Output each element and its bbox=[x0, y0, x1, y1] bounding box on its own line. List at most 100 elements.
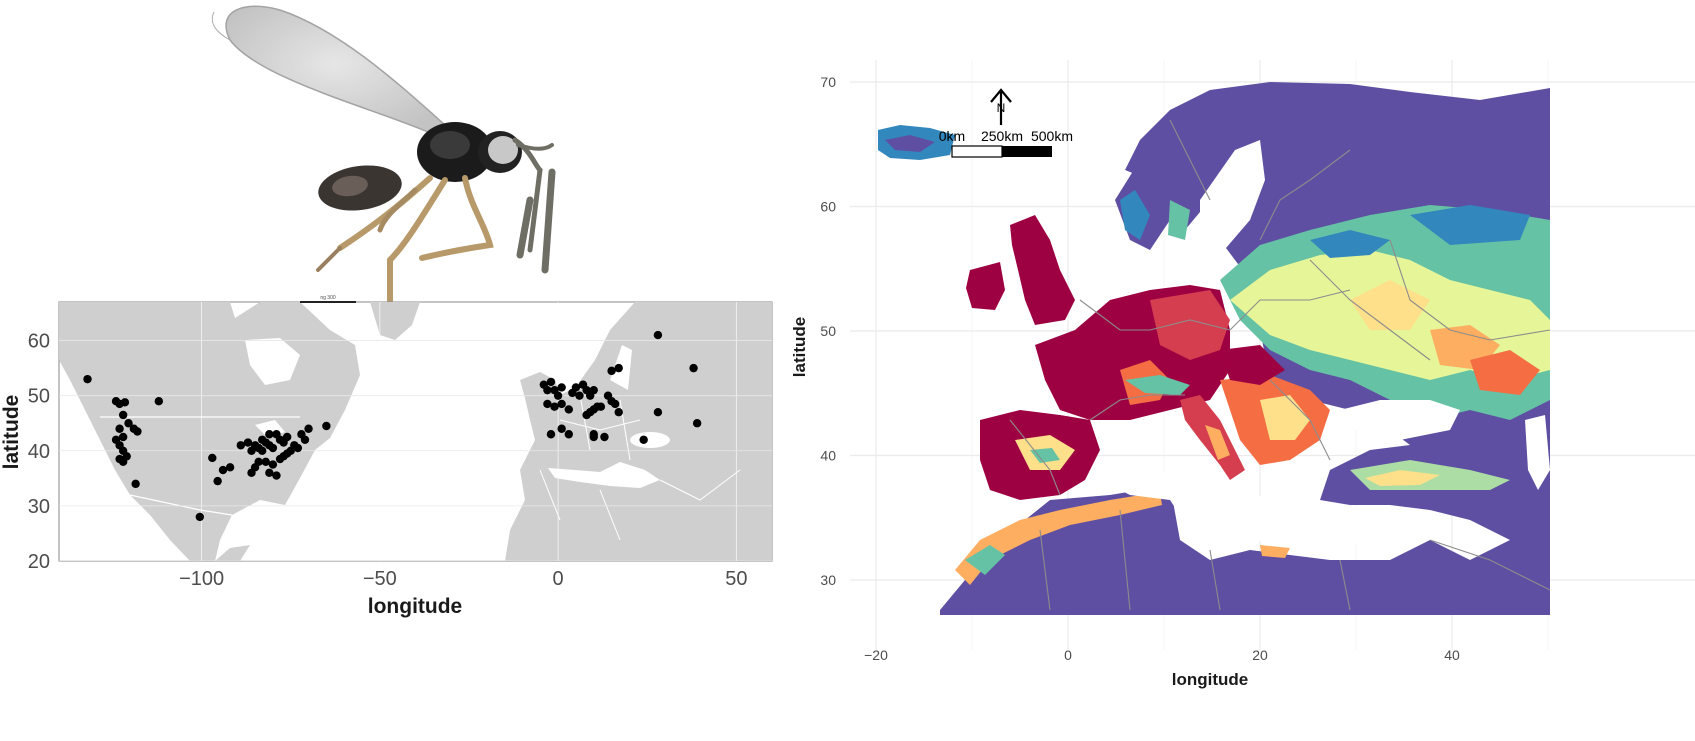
scale-label-250: 250km bbox=[981, 128, 1023, 144]
mediterranean-sea bbox=[548, 462, 660, 488]
britain-land bbox=[1010, 215, 1075, 325]
y-tick-label: 20 bbox=[28, 551, 50, 573]
wing-shape bbox=[225, 5, 447, 136]
occurrence-point bbox=[236, 441, 246, 450]
y-axis-label-right: latitude bbox=[790, 317, 809, 377]
occurrence-point bbox=[543, 399, 552, 409]
occurrence-point bbox=[589, 405, 598, 414]
x-tick-label: 50 bbox=[725, 568, 747, 590]
x-tick-label: −100 bbox=[179, 568, 224, 590]
occurrence-point bbox=[272, 471, 281, 480]
x-tick-label: 0 bbox=[553, 568, 564, 590]
occurrence-point bbox=[546, 430, 556, 439]
x-tick-label: −20 bbox=[864, 647, 888, 663]
occurrence-point bbox=[582, 410, 591, 420]
occurrence-point bbox=[557, 399, 566, 409]
y-tick-label: 50 bbox=[28, 386, 50, 408]
occurrence-point bbox=[265, 468, 274, 478]
insect-illustration bbox=[211, 5, 556, 333]
occurrence-point bbox=[154, 396, 164, 406]
baltic-sea bbox=[1200, 140, 1265, 255]
occurrence-point bbox=[133, 427, 142, 436]
y-tick-label: 70 bbox=[820, 74, 836, 90]
x-axis-label-right: longitude bbox=[1172, 670, 1248, 689]
occurrence-point bbox=[575, 391, 584, 400]
occurrence-point bbox=[564, 430, 573, 439]
occurrence-point bbox=[118, 457, 128, 467]
occurrence-point bbox=[261, 457, 270, 467]
occurrence-point bbox=[564, 405, 573, 414]
x-axis-label: longitude bbox=[368, 595, 462, 618]
occurrence-point bbox=[282, 449, 292, 458]
y-tick-label: 40 bbox=[28, 441, 50, 463]
occurrence-point bbox=[543, 385, 552, 395]
occurrence-point bbox=[653, 408, 663, 417]
x-tick-label: 20 bbox=[1252, 647, 1268, 663]
occurrence-point bbox=[83, 374, 92, 384]
occurrence-points bbox=[83, 330, 702, 522]
y-tick-label: 50 bbox=[820, 323, 836, 339]
occurrence-point bbox=[607, 366, 616, 376]
scale-label-500: 500km bbox=[1031, 128, 1073, 144]
y-tick-label: 60 bbox=[28, 331, 50, 353]
occurrence-point bbox=[610, 399, 620, 409]
occurrence-point bbox=[557, 383, 566, 392]
occurrence-point bbox=[195, 512, 205, 522]
occurrence-point bbox=[293, 443, 303, 453]
occurrence-point bbox=[120, 398, 130, 407]
x-tick-label: −50 bbox=[363, 568, 397, 590]
occurrence-point bbox=[300, 435, 310, 444]
occurrence-point bbox=[258, 446, 267, 455]
occurrence-point bbox=[304, 424, 313, 433]
ireland-land bbox=[966, 262, 1005, 310]
occurrence-point bbox=[243, 438, 253, 447]
occurrence-point bbox=[265, 430, 274, 439]
photo-scale-caption: ng 300 bbox=[320, 295, 336, 301]
black-sea bbox=[1340, 400, 1460, 440]
greenland-land bbox=[370, 302, 420, 340]
occurrence-point bbox=[600, 432, 609, 442]
occurrence-point bbox=[571, 383, 581, 392]
occurrence-point bbox=[131, 479, 140, 489]
occurrence-point bbox=[653, 330, 663, 340]
occurrence-point bbox=[115, 424, 124, 433]
mediterranean-sea bbox=[1100, 470, 1410, 545]
occurrence-point bbox=[268, 460, 278, 469]
y-tick-label: 30 bbox=[28, 496, 50, 518]
occurrence-point bbox=[225, 463, 235, 472]
occurrence-point bbox=[596, 402, 606, 411]
caspian-sea bbox=[1525, 415, 1550, 490]
scale-bar: 0km 250km 500km bbox=[939, 128, 1073, 158]
scale-label-0: 0km bbox=[939, 128, 965, 144]
y-tick-label: 60 bbox=[820, 199, 836, 215]
occurrence-point bbox=[557, 424, 566, 433]
occurrence-point bbox=[118, 432, 128, 442]
occurrence-point bbox=[247, 468, 256, 478]
y-tick-label: 40 bbox=[820, 448, 836, 464]
occurrence-point bbox=[218, 465, 228, 475]
occurrence-point bbox=[639, 435, 648, 444]
occurrence-point bbox=[589, 432, 598, 442]
north-arrow: N bbox=[990, 88, 1012, 125]
occurrence-point bbox=[692, 419, 702, 428]
occurrence-point bbox=[268, 443, 278, 453]
suitability-map: N 0km 250km 500km −20 0 20 40 30 40 50 60 70 lo… bbox=[790, 60, 1695, 689]
occurrence-point bbox=[208, 453, 217, 463]
occurrence-point bbox=[282, 432, 292, 442]
y-tick-label: 30 bbox=[820, 572, 836, 588]
occurrence-point bbox=[322, 421, 331, 431]
occurrence-point bbox=[213, 476, 222, 486]
occurrence-point bbox=[689, 363, 698, 373]
occurrence-point bbox=[550, 402, 559, 411]
occurrence-point bbox=[589, 385, 598, 395]
occurrence-point bbox=[124, 419, 133, 428]
hudson-bay bbox=[245, 338, 300, 385]
north-arrow-label: N bbox=[997, 101, 1006, 115]
x-tick-label: 40 bbox=[1444, 647, 1460, 663]
occurrence-point bbox=[553, 391, 563, 400]
y-axis-label: latitude bbox=[0, 395, 23, 470]
occurrence-point bbox=[614, 363, 623, 373]
occurrence-map: ng 300 −100 −50 0 50 20 30 40 50 60 longitude l… bbox=[0, 295, 773, 618]
occurrence-point bbox=[614, 408, 623, 417]
occurrence-point bbox=[546, 377, 556, 387]
